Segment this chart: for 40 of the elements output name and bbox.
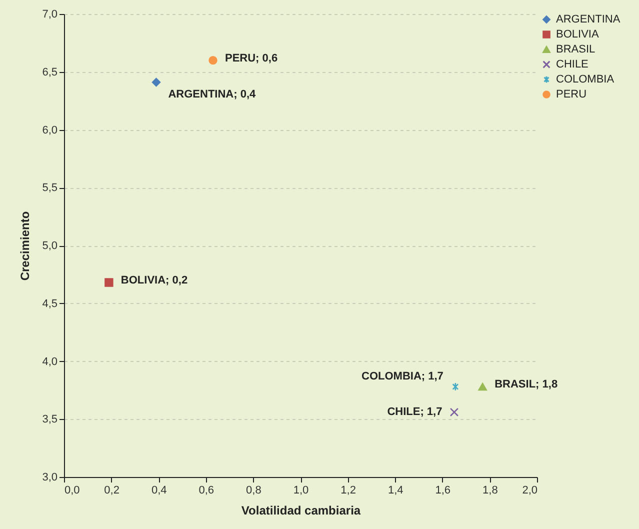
x-tick-label: 0,0 xyxy=(64,484,80,496)
legend-label: BOLIVIA xyxy=(556,28,600,40)
point xyxy=(450,408,459,417)
y-tick-label: 5,5 xyxy=(42,182,58,194)
x-tick-label: 0,6 xyxy=(198,484,214,496)
y-tick-label: 7,0 xyxy=(42,8,58,20)
legend-label: PERU xyxy=(556,88,587,100)
annotation: BRASIL; 1,8 xyxy=(494,378,558,391)
legend-label: COLOMBIA xyxy=(556,74,615,86)
x-tick-label: 1,4 xyxy=(388,484,404,496)
point xyxy=(104,278,114,287)
x-tick-label: 2,0 xyxy=(522,484,538,496)
x-tick-label: 1,0 xyxy=(293,484,309,496)
point xyxy=(152,78,161,87)
y-tick-label: 4,5 xyxy=(42,298,58,310)
x-tick-label: 0,2 xyxy=(104,484,120,496)
annotation: BOLIVIA; 0,2 xyxy=(120,274,188,287)
annotation: CHILE; 1,7 xyxy=(387,406,442,418)
legend-label: ARGENTINA xyxy=(556,14,621,26)
x-tick-label: 1,8 xyxy=(482,484,498,496)
y-tick-label: 6,0 xyxy=(42,124,58,136)
annotation: ARGENTINA; 0,4 xyxy=(168,88,257,100)
x-tick-label: 1,2 xyxy=(340,484,356,496)
y-tick-label: 3,0 xyxy=(42,472,58,484)
y-tick-label: 5,0 xyxy=(42,240,58,252)
y-tick-label: 3,5 xyxy=(42,414,58,426)
point xyxy=(208,56,218,65)
x-tick-label: 0,8 xyxy=(246,484,262,496)
point xyxy=(478,382,487,391)
y-axis-title: Crecimiento xyxy=(18,211,32,281)
y-tick-label: 4,0 xyxy=(42,356,58,368)
annotation: PERU; 0,6 xyxy=(224,52,278,64)
y-tick-label: 6,5 xyxy=(42,66,58,78)
x-tick-label: 0,4 xyxy=(151,484,167,496)
x-tick-label: 1,6 xyxy=(435,484,451,496)
legend-label: CHILE xyxy=(556,58,588,70)
legend-label: BRASIL xyxy=(556,44,596,56)
annotation: COLOMBIA; 1,7 xyxy=(362,370,444,383)
point xyxy=(452,382,459,392)
x-axis-title: Volatilidad cambiaria xyxy=(241,504,361,518)
